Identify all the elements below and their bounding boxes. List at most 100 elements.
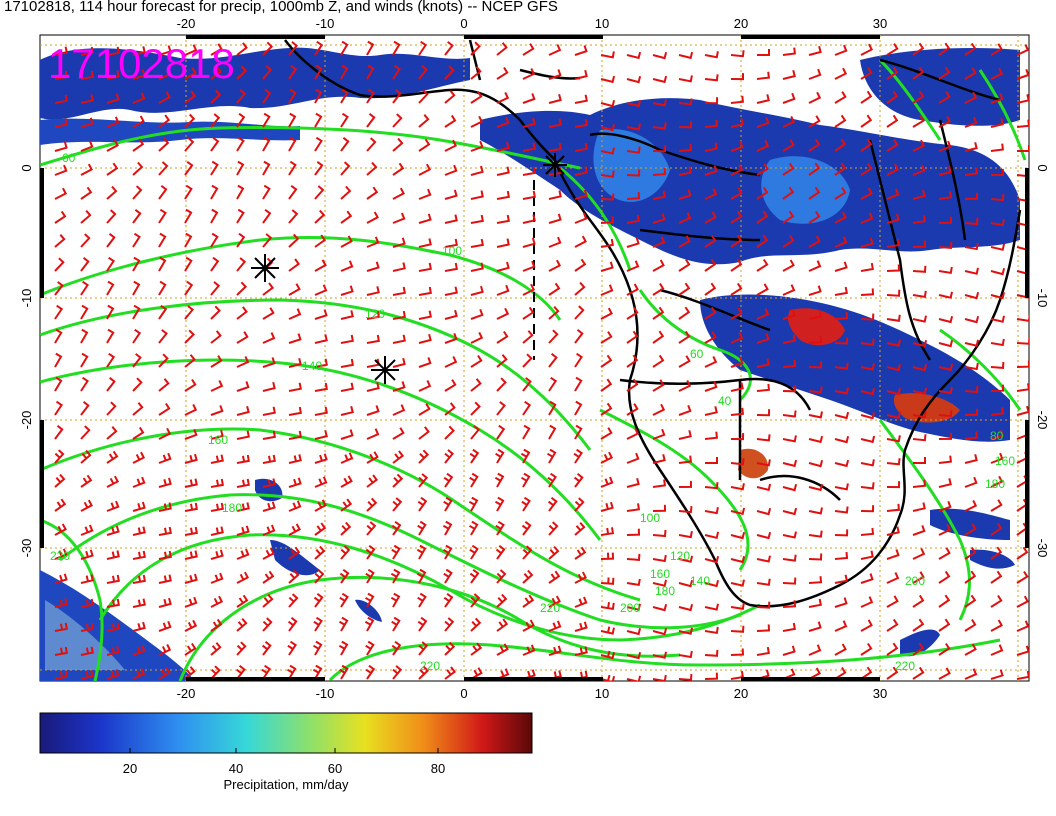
wind-barb [210,281,221,296]
wind-barb [262,570,275,584]
wind-barb [1016,360,1029,368]
wind-barb [521,521,532,536]
wind-barb [808,68,822,80]
wind-barb [418,641,429,656]
wind-barb [312,664,323,680]
wind-barb [626,652,642,660]
wind-barb [704,142,718,152]
wind-barb [158,597,172,608]
wind-barb [470,425,481,440]
wind-barb [652,75,668,84]
wind-barb [54,376,63,392]
wind-barb [600,331,613,344]
wind-barb [756,308,770,320]
wind-barb [808,336,823,344]
wind-barb [158,666,171,680]
wind-barb [132,185,143,200]
wind-barb [808,483,824,492]
wind-barb [990,669,1004,680]
wind-barb [106,328,115,344]
wind-barb [678,355,691,368]
wind-barb [912,115,925,128]
wind-barb [54,304,64,320]
wind-barb [236,281,248,296]
lat-tick: -20 [19,411,34,430]
wind-barb [106,645,120,656]
wind-barb [210,256,220,272]
wind-barb [782,162,795,176]
wind-barb [860,387,876,396]
wind-barb [704,482,719,490]
wind-barb [210,160,219,176]
wind-barb [938,165,952,176]
wind-barb [730,141,744,152]
wind-barb [314,136,323,152]
wind-barb [236,160,245,176]
wind-barb [184,596,198,608]
wind-barb [652,190,666,200]
wind-barb [730,579,745,587]
wind-barb [262,112,271,128]
wind-barb [444,332,458,344]
wind-barb [106,46,120,56]
wind-barb [262,501,276,512]
colorbar-ticks [129,748,439,753]
wind-barb [860,313,875,321]
wind-barb [106,401,117,416]
wind-barb [236,617,248,632]
wind-barb [886,264,901,272]
wind-barb [366,521,377,536]
wind-barb [288,523,301,536]
wind-barb [442,520,453,536]
wind-barb [54,141,68,152]
wind-barb [314,284,328,296]
wind-barb [340,545,351,560]
wind-barb [288,41,299,56]
wind-barb [314,234,327,248]
wind-barb [990,407,1005,416]
lon-tick: 0 [460,686,467,701]
wind-barb [236,42,248,56]
wind-barb [1016,383,1029,392]
wind-barb [418,357,432,368]
wind-barb [210,572,224,584]
contour-label: 40 [718,394,732,408]
wind-barb [54,328,63,344]
wind-barb [262,208,272,224]
wind-barb [964,618,977,632]
wind-barb [730,407,744,416]
wind-barb [704,258,717,272]
wind-barb [262,41,274,56]
wind-barb [80,257,90,272]
wind-barb [158,256,167,272]
wind-barb [574,596,588,608]
wind-barb [236,502,250,512]
wind-barb [210,429,224,440]
wind-barb [54,164,68,176]
wind-barb [782,507,798,516]
wind-barb [106,525,120,536]
wind-barb [210,66,222,80]
wind-barb [495,520,505,536]
wind-barb [678,404,692,416]
wind-barb [288,546,301,560]
wind-barb [392,473,404,488]
wind-barb [964,167,979,176]
wind-barb [626,214,640,224]
wind-barb [340,137,350,152]
wind-barb [132,451,146,464]
wind-barb [808,162,821,176]
wind-barb [704,234,717,248]
wind-barb [782,484,798,492]
wind-barb [860,666,873,680]
wind-barb [340,210,353,224]
wind-barb [574,376,583,392]
wind-barb [886,595,899,608]
wind-barb [756,186,769,200]
wind-barb [314,430,328,440]
wind-barb [756,163,769,176]
wind-barb [132,161,144,176]
wind-barb [470,140,484,152]
wind-barb [886,526,900,536]
wind-barb [210,89,222,104]
